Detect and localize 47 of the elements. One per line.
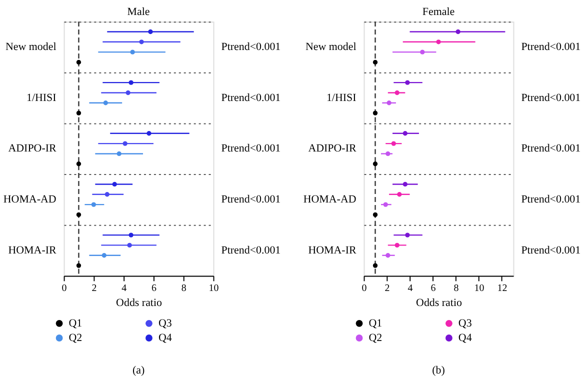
text: Ptrend<0.001 xyxy=(221,193,281,206)
x-axis-title: Odds ratio xyxy=(116,297,163,310)
y-tick-label: ADIPO-IR xyxy=(308,142,357,155)
text: Ptrend<0.001 xyxy=(221,40,281,53)
x-tick-label: 4 xyxy=(408,283,413,294)
x-tick-label: 8 xyxy=(454,283,459,294)
y-tick-label: New model xyxy=(305,40,356,53)
text: (a) xyxy=(132,364,145,376)
x-tick-label: 0 xyxy=(362,283,367,294)
legend-label: Q1 xyxy=(368,317,382,330)
y-tick-label: HOMA-AD xyxy=(3,193,56,206)
text: Ptrend<0.001 xyxy=(221,244,281,256)
x-tick-label: 10 xyxy=(474,283,484,294)
y-tick-label: New model xyxy=(5,40,56,53)
legend-label: Q2 xyxy=(368,332,382,344)
text: (b) xyxy=(432,364,446,376)
legend-label: Q3 xyxy=(458,317,472,330)
legend-label: Q2 xyxy=(68,332,82,344)
y-tick-label: ADIPO-IR xyxy=(8,142,57,155)
text: Ptrend<0.001 xyxy=(521,92,581,104)
x-tick-label: 6 xyxy=(151,283,156,294)
text: Ptrend<0.001 xyxy=(221,92,281,104)
x-tick-label: 8 xyxy=(181,283,186,294)
chart-title: Male xyxy=(127,6,150,18)
text: Ptrend<0.001 xyxy=(221,142,281,155)
x-tick-label: 6 xyxy=(430,283,436,294)
x-tick-label: 2 xyxy=(92,283,97,294)
x-tick-label: 2 xyxy=(384,283,390,294)
chart-title: Female xyxy=(422,6,455,18)
x-axis-title: Odds ratio xyxy=(416,297,462,310)
y-tick-label: HOMA-IR xyxy=(308,244,357,256)
legend-label: Q4 xyxy=(458,332,472,344)
text: Ptrend<0.001 xyxy=(521,142,581,155)
legend-label: Q3 xyxy=(158,317,172,330)
y-tick-label: 1/HISI xyxy=(326,92,357,104)
x-tick-label: 10 xyxy=(208,283,219,294)
text: Ptrend<0.001 xyxy=(521,40,581,53)
y-tick-label: HOMA-IR xyxy=(8,244,57,256)
x-tick-label: 4 xyxy=(122,283,127,294)
x-tick-label: 12 xyxy=(497,283,508,294)
y-tick-label: 1/HISI xyxy=(26,92,57,104)
legend-label: Q4 xyxy=(158,332,172,344)
x-tick-label: 0 xyxy=(62,283,67,294)
y-tick-label: HOMA-AD xyxy=(303,193,356,206)
text: Ptrend<0.001 xyxy=(521,244,581,256)
text: Ptrend<0.001 xyxy=(521,193,581,206)
legend-label: Q1 xyxy=(68,317,82,330)
